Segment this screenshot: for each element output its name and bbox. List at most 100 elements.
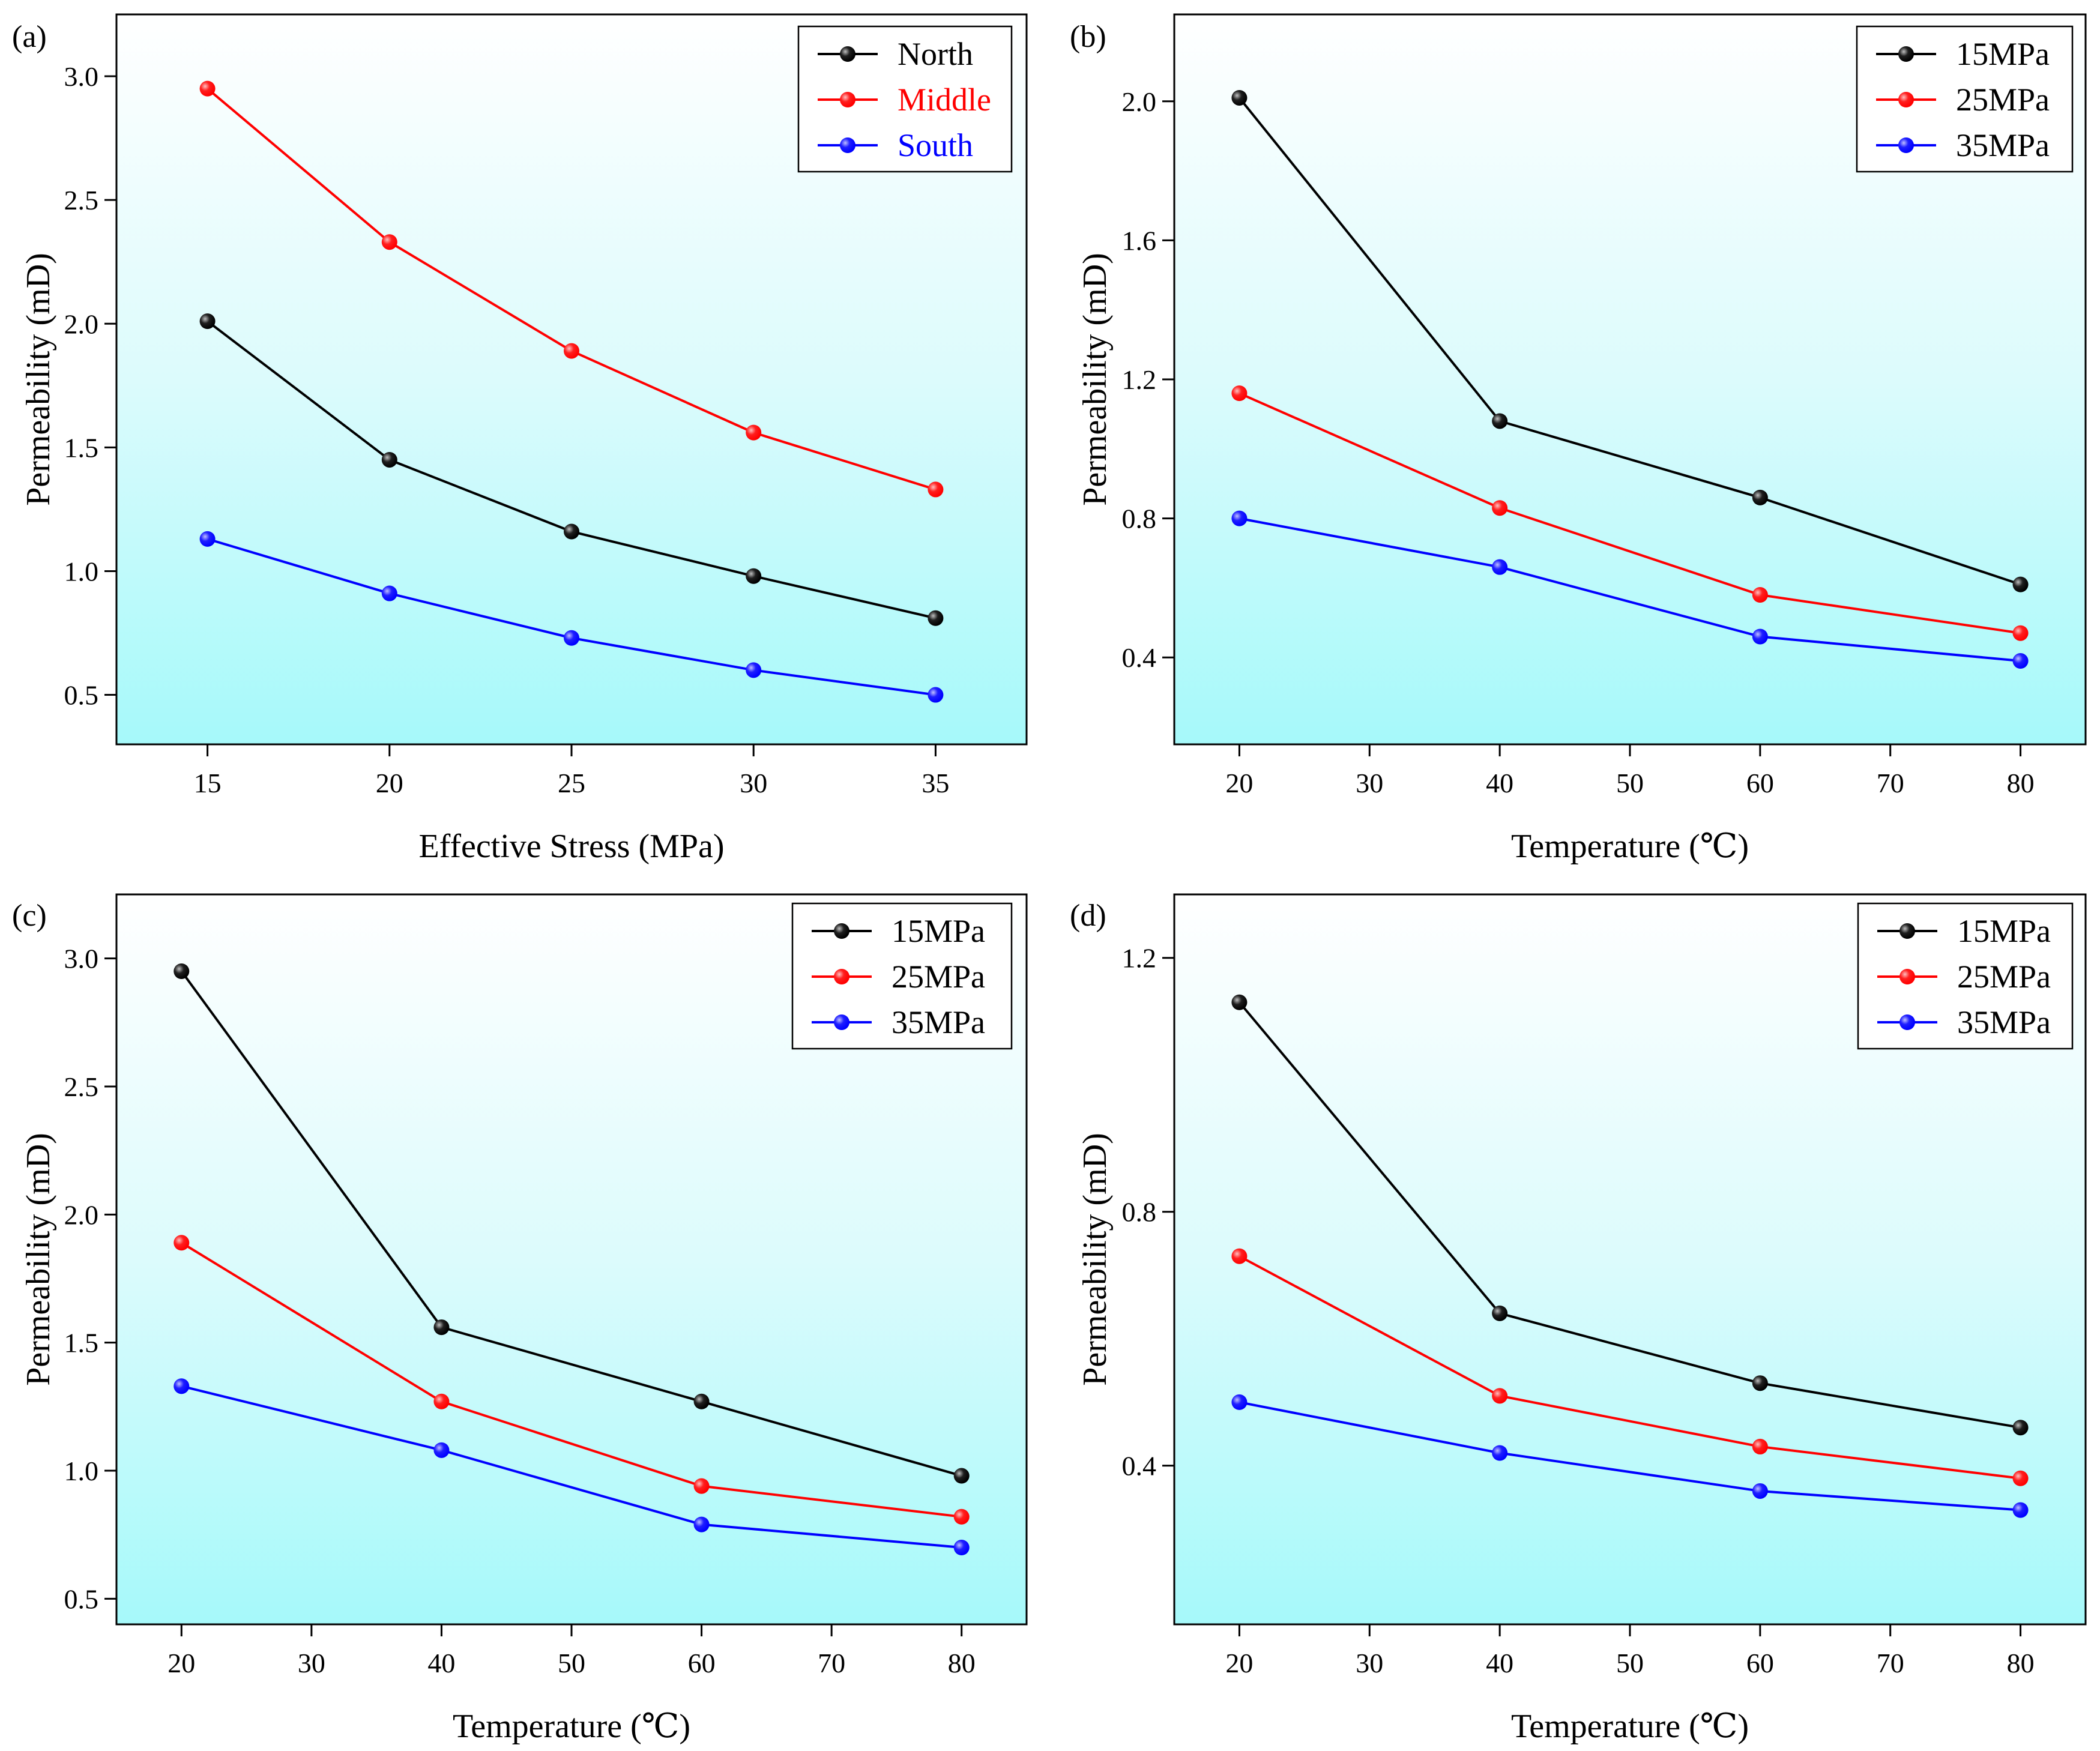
- series-35mpa: [1231, 510, 2029, 669]
- series-line: [181, 1241, 962, 1518]
- series-25mpa: [173, 1235, 970, 1525]
- x-tick-label: 60: [1746, 768, 1774, 798]
- y-axis-title: Permeability (mD): [20, 253, 57, 505]
- y-axis-title: Permeability (mD): [1076, 253, 1114, 505]
- data-point-highlight: [1752, 489, 1768, 505]
- legend-marker-highlight: [840, 46, 855, 62]
- y-tick-label: 1.5: [64, 1328, 99, 1358]
- x-tick-label: 20: [1225, 1648, 1253, 1678]
- x-tick-label: 60: [1746, 1648, 1774, 1678]
- series-line: [1238, 1001, 2021, 1429]
- panel-a: (a) 15 20 25 30 35 0.5 1.0 1.5 2.0 2.5 3.0 Effective…: [12, 13, 1028, 865]
- data-point-highlight: [928, 610, 944, 626]
- x-tick-label: 70: [1877, 768, 1904, 798]
- data-point-highlight: [953, 1508, 970, 1525]
- legend-label: 15MPa: [892, 913, 985, 949]
- legend-item-south: South: [818, 127, 973, 163]
- data-point-highlight: [953, 1468, 970, 1484]
- y-tick-label: 2.0: [1122, 86, 1157, 117]
- y-tick-label: 2.5: [64, 185, 99, 215]
- series-25mpa: [1231, 385, 2029, 641]
- legend-label: South: [898, 127, 973, 163]
- data-point-highlight: [1231, 1248, 1248, 1264]
- legend: 15MPa 25MPa 35MPa: [791, 902, 1013, 1050]
- y-tick-label: 0.4: [1122, 1451, 1157, 1481]
- y-axis-title: Permeability (mD): [1076, 1133, 1114, 1385]
- y-tick-label: 1.6: [1122, 225, 1157, 256]
- legend-item-35mpa: 35MPa: [1877, 1004, 2051, 1040]
- legend-marker-highlight: [834, 969, 849, 984]
- panels-layer: (a) 15 20 25 30 35 0.5 1.0 1.5 2.0 2.5 3.0 Effective…: [12, 13, 2087, 1745]
- data-point-highlight: [1752, 1375, 1768, 1391]
- legend-item-25mpa: 25MPa: [812, 959, 985, 995]
- x-tick-label: 40: [1486, 1648, 1513, 1678]
- series-25mpa: [1231, 1248, 2029, 1486]
- series-middle: [199, 80, 944, 498]
- y-tick-label: 1.2: [1122, 364, 1157, 395]
- y-tick-label: 3.0: [64, 944, 99, 974]
- legend-marker-highlight: [1898, 137, 1914, 153]
- series-line: [1239, 392, 2021, 634]
- legend-item-15mpa: 15MPa: [812, 913, 985, 949]
- data-point-highlight: [381, 234, 397, 250]
- legend-marker-highlight: [1898, 92, 1914, 107]
- series-15mpa: [173, 963, 970, 1484]
- x-axis-title: Temperature (℃): [453, 1708, 690, 1745]
- series-line: [1238, 97, 2021, 586]
- data-point-highlight: [2012, 1420, 2029, 1436]
- x-tick-label: 50: [1616, 1648, 1644, 1678]
- panel-label: (d): [1070, 899, 1106, 933]
- x-tick-label: 30: [740, 768, 767, 798]
- data-point-highlight: [1231, 1394, 1248, 1410]
- x-tick-label: 70: [818, 1648, 845, 1678]
- data-point-highlight: [564, 523, 579, 540]
- data-point-highlight: [928, 481, 944, 498]
- legend-label: 35MPa: [1957, 1004, 2051, 1040]
- data-point-highlight: [433, 1319, 450, 1336]
- x-tick-label: 20: [376, 768, 403, 798]
- legend-marker-highlight: [840, 137, 855, 153]
- legend-label: 15MPa: [1956, 36, 2050, 72]
- series-line: [1239, 517, 2021, 663]
- x-axis-title: Temperature (℃): [1511, 828, 1749, 865]
- x-tick-label: 70: [1877, 1648, 1904, 1678]
- legend-marker-highlight: [1899, 969, 1915, 984]
- x-tick-label: 50: [1616, 768, 1644, 798]
- data-point-highlight: [1752, 628, 1768, 645]
- data-point-highlight: [173, 963, 190, 979]
- x-axis-title: Temperature (℃): [1511, 1708, 1749, 1745]
- legend-marker-highlight: [834, 923, 849, 939]
- legend: North Middle South: [797, 25, 1013, 173]
- x-tick-label: 15: [194, 768, 222, 798]
- legend-item-15mpa: 15MPa: [1877, 913, 2051, 949]
- legend-label: Middle: [898, 82, 991, 118]
- series-15mpa: [1231, 89, 2029, 592]
- series-north: [199, 313, 944, 626]
- data-point-highlight: [1231, 994, 1248, 1010]
- panel-c: (c) 20 30 40 50 60 70 80 0.5 1.0 1.5 2.0 2.5 3.0 Tempe…: [12, 893, 1028, 1745]
- panel-label: (a): [12, 20, 47, 54]
- data-point-highlight: [693, 1478, 710, 1494]
- legend-item-north: North: [818, 36, 973, 72]
- legend-item-25mpa: 25MPa: [1877, 959, 2051, 995]
- data-point-highlight: [433, 1442, 450, 1458]
- data-point-highlight: [746, 568, 762, 584]
- legend-label: 35MPa: [1956, 127, 2050, 163]
- data-point-highlight: [381, 451, 397, 468]
- y-tick-label: 2.5: [64, 1071, 99, 1102]
- x-tick-label: 80: [2007, 1648, 2035, 1678]
- series-line: [181, 1385, 962, 1549]
- data-point-highlight: [1231, 89, 1248, 106]
- data-point-highlight: [2012, 653, 2029, 669]
- data-point-highlight: [2012, 576, 2029, 592]
- data-point-highlight: [1492, 500, 1508, 516]
- y-tick-label: 0.5: [64, 680, 99, 711]
- y-tick-label: 0.4: [1122, 642, 1157, 673]
- data-point-highlight: [173, 1235, 190, 1251]
- data-point-highlight: [1231, 510, 1248, 526]
- legend-item-25mpa: 25MPa: [1876, 82, 2050, 118]
- legend-label: 15MPa: [1957, 913, 2051, 949]
- series-15mpa: [1231, 994, 2029, 1436]
- y-tick-label: 1.2: [1122, 943, 1157, 974]
- series-line: [180, 970, 962, 1477]
